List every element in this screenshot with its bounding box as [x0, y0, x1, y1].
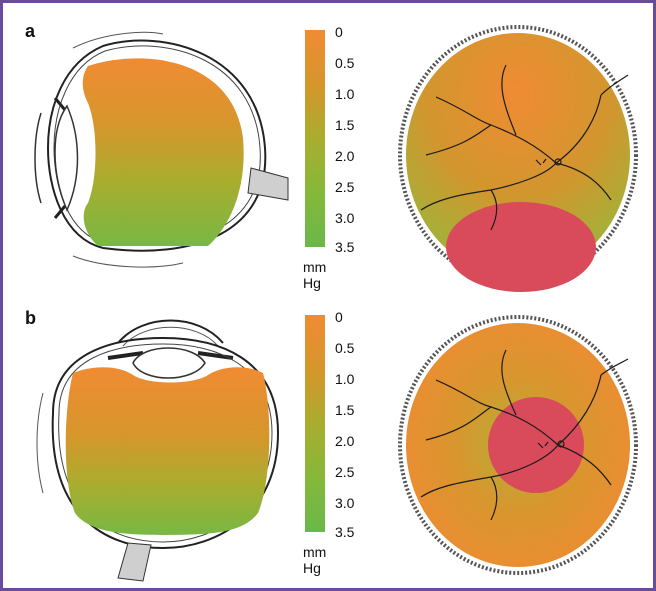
- vitreous-pressure-a: [82, 58, 244, 246]
- retina-fundus-a: [398, 25, 638, 292]
- scale-tick: 3.5: [335, 239, 355, 255]
- scale-tick: 0.5: [335, 340, 355, 356]
- vitreous-pressure-b: [65, 367, 270, 535]
- scale-unit: mm Hg: [303, 259, 327, 291]
- panel-label-a: a: [25, 21, 36, 41]
- scale-tick: 2.5: [335, 464, 355, 480]
- scale-tick: 1.0: [335, 86, 355, 102]
- retina-fundus-b: [398, 315, 638, 575]
- scale-tick: 1.5: [335, 117, 355, 133]
- scale-tick: 3.0: [335, 495, 355, 511]
- scale-unit: mm Hg: [303, 544, 327, 576]
- scale-tick: 2.5: [335, 179, 355, 195]
- scale-tick: 2.0: [335, 148, 355, 164]
- eye-cross-section-b: [36, 319, 280, 582]
- scale-tick: 0.5: [335, 55, 355, 71]
- scale-tick: 0: [335, 24, 343, 40]
- lesion-a: [446, 202, 596, 292]
- scale-tick: 1.5: [335, 402, 355, 418]
- scale-tick: 3.5: [335, 524, 355, 540]
- scale-bar-a: [305, 30, 325, 247]
- scale-tick: 3.0: [335, 210, 355, 226]
- lesion-b: [488, 397, 584, 493]
- eye-cross-section-a: [34, 31, 289, 268]
- panel-label-b: b: [25, 308, 36, 328]
- scale-tick: 2.0: [335, 433, 355, 449]
- scale-tick: 0: [335, 309, 343, 325]
- scale-bar-b: [305, 315, 325, 532]
- scale-tick: 1.0: [335, 371, 355, 387]
